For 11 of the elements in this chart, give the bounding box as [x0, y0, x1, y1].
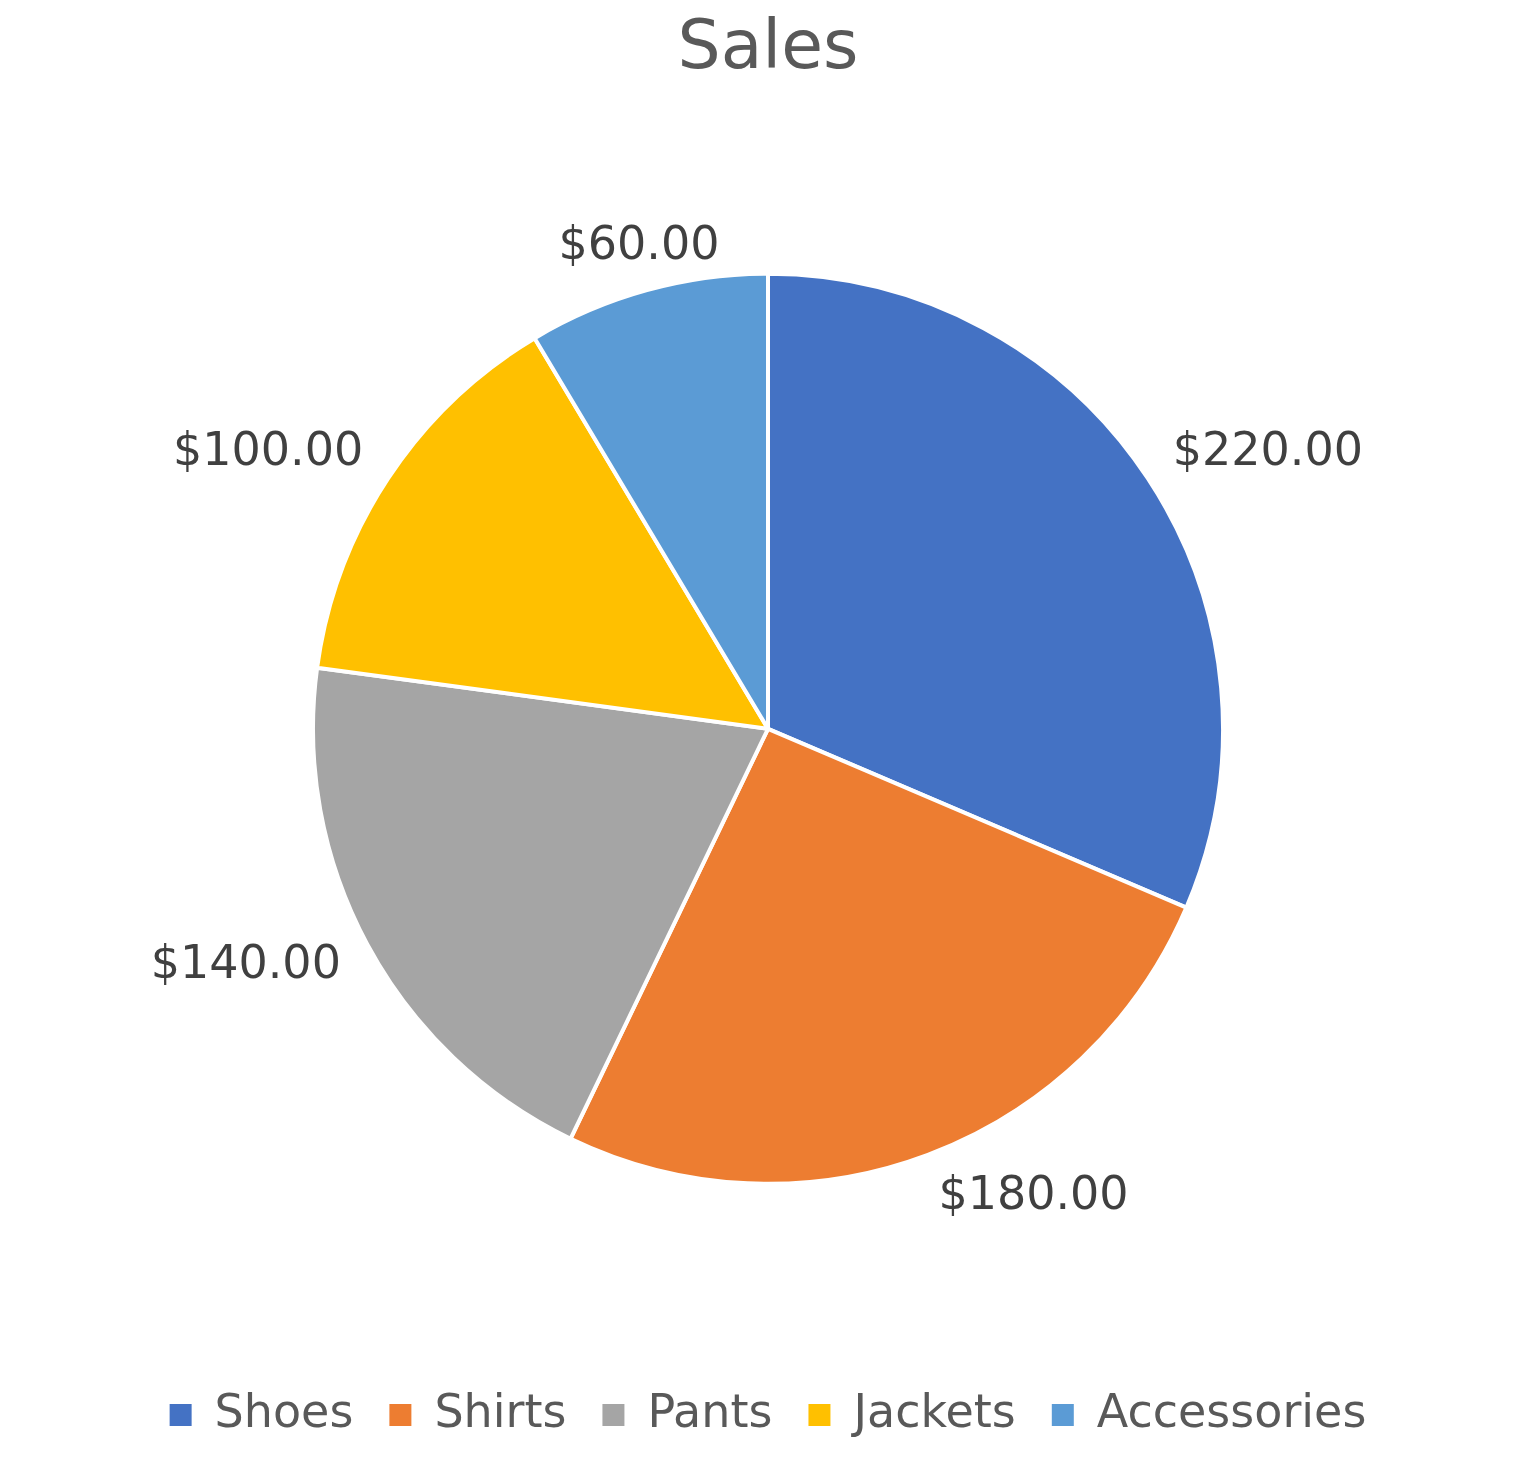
legend-label: Pants [647, 1383, 773, 1438]
legend-label: Shirts [434, 1383, 567, 1438]
data-label: $220.00 [1172, 422, 1363, 477]
data-label: $140.00 [150, 934, 341, 989]
chart-title: Sales [677, 5, 859, 85]
data-label: $60.00 [558, 215, 720, 270]
data-label: $180.00 [938, 1165, 1129, 1220]
legend-label: Accessories [1096, 1383, 1367, 1438]
data-label: $100.00 [173, 422, 364, 477]
legend-label: Shoes [214, 1383, 354, 1438]
legend-label: Jackets [850, 1383, 1016, 1438]
